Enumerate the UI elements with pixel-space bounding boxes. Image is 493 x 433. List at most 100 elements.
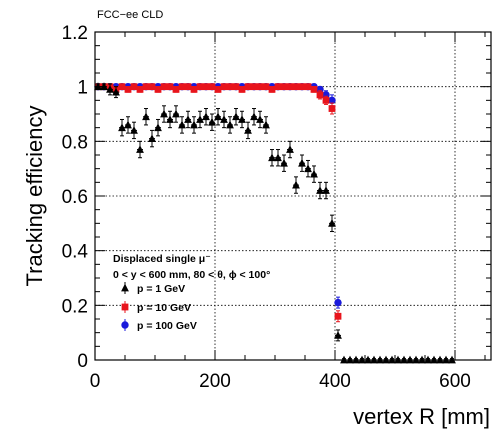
data-point: [328, 96, 336, 105]
data-point: [304, 164, 312, 173]
data-point: [136, 86, 144, 93]
tick-labels: 0 200 400 600 0 0.2 0.4 0.6 0.8 1 1.2: [62, 23, 471, 392]
data-point: [268, 86, 276, 93]
data-point: [118, 83, 126, 91]
data-point: [136, 145, 144, 153]
data-point: [298, 83, 306, 91]
data-point: [190, 120, 198, 129]
legend-entry: p = 100 GeV: [121, 319, 197, 332]
data-point: [202, 83, 210, 91]
x-tick-label: 200: [199, 371, 231, 392]
data-point: [154, 86, 162, 93]
data-point: [172, 109, 180, 118]
y-tick-label: 0.2: [62, 296, 88, 317]
data-point: [334, 331, 342, 339]
data-point: [214, 112, 222, 121]
data-point: [244, 126, 252, 134]
legend-marker: [121, 283, 129, 292]
data-point: [220, 83, 228, 91]
data-point: [232, 112, 240, 121]
y-tick-label: 1: [77, 78, 88, 99]
data-point: [262, 120, 270, 129]
y-tick-label: 0.4: [62, 242, 89, 263]
data-point: [124, 86, 132, 93]
legend-label: p = 10 GeV: [137, 302, 191, 314]
data-point: [262, 83, 270, 91]
experiment-label: FCC−ee CLD: [97, 9, 163, 21]
data-point: [142, 112, 150, 121]
data-point: [274, 83, 282, 91]
data-point: [208, 117, 216, 126]
data-point: [334, 312, 342, 320]
data-point: [184, 115, 192, 123]
data-point: [184, 83, 192, 91]
data-point: [334, 298, 342, 307]
legend-subtitle: 0 < y < 600 mm, 80 < θ, ϕ < 100°: [113, 269, 270, 281]
data-point: [124, 120, 132, 129]
data-point: [226, 83, 234, 91]
data-point: [130, 126, 138, 134]
y-tick-label: 0.6: [62, 187, 88, 208]
legend: Displaced single μ⁻ 0 < y < 600 mm, 80 <…: [113, 253, 270, 332]
data-point: [256, 83, 264, 91]
data-point: [328, 218, 336, 227]
data-point: [280, 158, 288, 167]
legend-marker: [121, 321, 129, 329]
data-point: [268, 153, 276, 162]
data-point: [142, 83, 150, 91]
data-point: [250, 112, 258, 121]
data-point: [232, 83, 240, 91]
data-point: [316, 186, 324, 194]
x-axis-label: vertex R [mm]: [353, 404, 490, 429]
legend-title: Displaced single μ⁻: [113, 253, 211, 265]
legend-label: p = 100 GeV: [137, 320, 197, 332]
grid-lines: [95, 32, 491, 360]
data-point: [208, 83, 216, 91]
data-point: [178, 83, 186, 91]
data-point: [292, 83, 300, 91]
data-point: [118, 123, 126, 132]
legend-entry: p = 10 GeV: [121, 301, 191, 314]
data-point: [148, 83, 156, 91]
data-point: [130, 83, 138, 91]
data-point: [160, 83, 168, 91]
data-point: [304, 83, 312, 91]
legend-entry: p = 1 GeV: [121, 282, 185, 295]
data-point: [196, 83, 204, 91]
data-point: [214, 86, 222, 93]
data-point: [316, 91, 324, 99]
data-point: [286, 83, 294, 91]
data-point: [274, 153, 282, 162]
data-point: [190, 86, 198, 93]
y-axis-label: Tracking efficiency: [22, 106, 47, 287]
data-point: [220, 115, 228, 123]
data-point: [286, 145, 294, 153]
data-point: [112, 87, 120, 96]
y-tick-label: 1.2: [62, 23, 88, 44]
data-point: [244, 83, 252, 91]
data-point: [310, 169, 318, 178]
axis-ticks: [94, 31, 491, 361]
data-point: [106, 85, 114, 93]
data-point: [292, 180, 300, 189]
data-point: [322, 186, 330, 194]
y-tick-label: 0.8: [62, 132, 88, 153]
data-point: [166, 83, 174, 91]
data-point: [280, 83, 288, 91]
legend-entries: p = 1 GeV p = 10 GeV p = 100 GeV: [121, 282, 197, 332]
data-point: [226, 120, 234, 129]
x-tick-label: 600: [439, 371, 471, 392]
data-point: [310, 86, 318, 93]
x-tick-label: 400: [319, 371, 351, 392]
data-point: [322, 96, 330, 104]
data-point: [178, 120, 186, 129]
legend-marker: [121, 303, 129, 311]
y-tick-label: 0: [77, 351, 88, 372]
legend-label: p = 1 GeV: [137, 283, 185, 295]
x-tick-label: 0: [90, 371, 101, 392]
data-point: [250, 83, 258, 91]
data-point: [160, 109, 168, 118]
data-point: [238, 115, 246, 123]
data-point: [196, 115, 204, 123]
